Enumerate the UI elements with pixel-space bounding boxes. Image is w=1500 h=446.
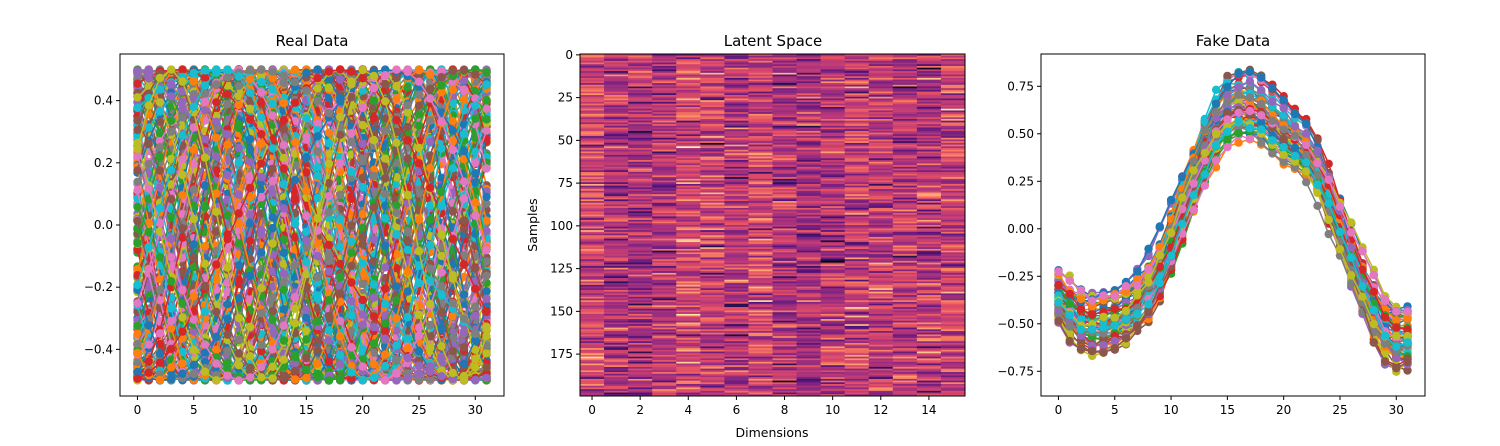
data-point	[133, 322, 142, 331]
data-point	[369, 235, 379, 244]
data-point	[448, 207, 457, 216]
data-point	[324, 128, 334, 137]
title-real-data: Real Data	[276, 32, 349, 50]
data-point	[437, 324, 446, 334]
data-point	[482, 349, 491, 358]
data-point	[167, 213, 176, 222]
plot-area-real-data	[133, 65, 491, 385]
panel-real-data: Real Data 0 5 10 15 20 25 30 0.40.20.0−0.2−0.4	[84, 32, 505, 417]
data-point	[290, 194, 300, 203]
data-point	[245, 236, 255, 245]
